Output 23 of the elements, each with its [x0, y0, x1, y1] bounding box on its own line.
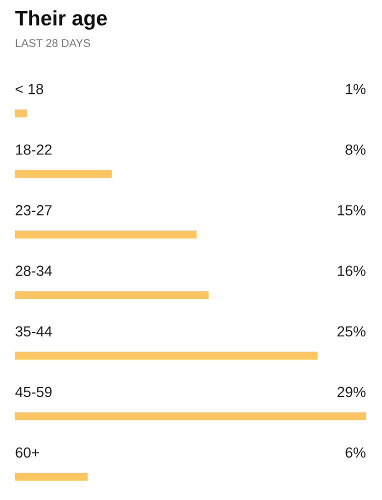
data-label: 1% [346, 84, 366, 94]
bar [15, 472, 88, 481]
y-tick-label: 28-34 [16, 266, 52, 276]
y-tick-label: 35-44 [16, 326, 52, 337]
data-label: 15% [338, 205, 366, 216]
bar [15, 291, 209, 300]
bar [15, 230, 197, 238]
data-label: 16% [338, 266, 366, 276]
bar [15, 170, 112, 178]
chart-title: Their age [15, 10, 107, 30]
data-label: 25% [338, 326, 366, 337]
data-label: 8% [346, 144, 366, 155]
data-label: 29% [338, 386, 366, 398]
bar [15, 412, 366, 420]
data-label: 6% [346, 447, 366, 458]
bar [15, 109, 28, 118]
y-tick-label: 60+ [16, 447, 40, 458]
chart-subtitle: LAST 28 DAYS [16, 39, 90, 47]
y-tick-label: < 18 [16, 84, 44, 94]
bar [15, 352, 318, 360]
y-tick-label: 45-59 [15, 386, 52, 398]
y-tick-label: 18-22 [16, 144, 52, 155]
y-tick-label: 23-27 [16, 205, 52, 216]
